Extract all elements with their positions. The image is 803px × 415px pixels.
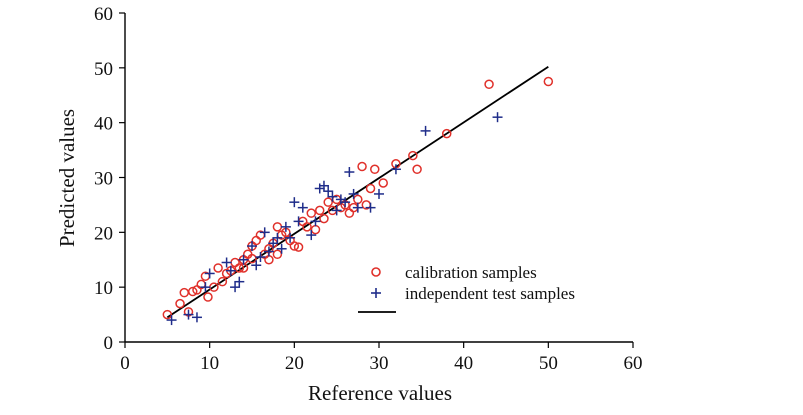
calibration-point [230,257,240,268]
calibration-point [314,205,325,216]
calibration-point [187,286,198,297]
test-point [230,282,241,293]
test-point [247,241,257,252]
test-point [221,257,232,268]
test-point [293,216,304,227]
test-point [318,180,329,191]
test-point [285,232,296,243]
calibration-point [353,194,363,205]
x-tick-label: 20 [285,353,304,374]
test-point [365,202,376,213]
calibration-point [408,150,418,161]
calibration-point [323,197,333,207]
y-axis-title: Predicted values [55,109,79,247]
x-tick-label: 0 [120,353,130,374]
y-axis-ticks: 0 10 20 30 40 50 60 [94,4,125,354]
test-point [191,312,202,323]
test-point [297,202,308,213]
calibration-point [179,287,190,298]
legend-label-calibration: calibration samples [405,263,537,282]
legend-label-test: independent test samples [405,284,575,303]
calibration-point [293,242,304,252]
legend: calibration samples independent test sam… [358,263,575,313]
calibration-point [310,224,321,235]
test-point [374,188,384,199]
calibration-point [484,79,494,90]
test-point [268,238,279,249]
test-point [310,216,321,227]
y-tick-label: 50 [94,59,113,80]
test-point [234,276,245,287]
calibration-point [306,208,317,218]
test-point [352,202,363,213]
calibration-point [264,255,274,265]
x-tick-label: 40 [454,353,473,374]
calibration-point [319,213,329,224]
test-point [200,282,211,293]
test-point [204,268,215,279]
test-point [331,205,342,216]
test-point [327,191,338,202]
test-point [340,197,351,208]
calibration-point [203,292,213,302]
calibration-point [247,253,257,264]
calibration-point [234,263,245,273]
test-point [289,197,300,208]
y-tick-label: 30 [94,169,113,190]
test-point [259,227,270,238]
test-point [390,164,401,175]
y-tick-label: 60 [94,4,113,25]
test-point [323,186,334,197]
test-point [238,254,249,265]
y-tick-label: 20 [94,223,113,244]
test-point [272,232,283,243]
test-point [183,309,194,320]
x-tick-label: 30 [370,353,389,374]
calibration-point [543,76,554,87]
calibration-point [162,309,173,320]
calibration-point [213,263,223,273]
calibration-point [302,222,312,232]
calibration-point [251,235,261,246]
test-point [306,230,317,241]
calibration-point [378,178,388,188]
y-tick-label: 0 [104,333,114,354]
calibration-point [217,276,228,287]
y-tick-label: 40 [94,114,113,135]
calibration-point [175,298,185,309]
y-tick-label: 10 [94,278,113,299]
calibration-point [344,208,355,218]
calibration-point [272,222,283,232]
test-point [251,260,262,271]
test-point [255,252,266,263]
x-tick-label: 10 [200,353,219,374]
independent-test-samples-series [166,112,503,326]
test-point [344,167,355,178]
test-point [420,125,431,136]
test-point [263,246,274,257]
test-point [166,315,177,326]
x-axis-title: Reference values [308,381,452,405]
x-axis-ticks: 0 10 20 30 40 50 60 [120,342,643,374]
calibration-point [357,161,367,172]
test-point [348,188,359,199]
calibration-point [272,249,283,260]
test-point [276,243,287,254]
calibration-point [365,183,376,194]
calibration-point [370,164,380,175]
calibration-point [412,164,422,175]
legend-marker-calibration [371,267,381,277]
x-tick-label: 60 [624,353,643,374]
calibration-point [289,241,300,251]
test-point [225,265,236,276]
calibration-point [441,128,452,139]
test-point [492,112,503,123]
x-tick-label: 50 [539,353,558,374]
test-point [280,221,291,232]
legend-marker-test [371,288,381,298]
